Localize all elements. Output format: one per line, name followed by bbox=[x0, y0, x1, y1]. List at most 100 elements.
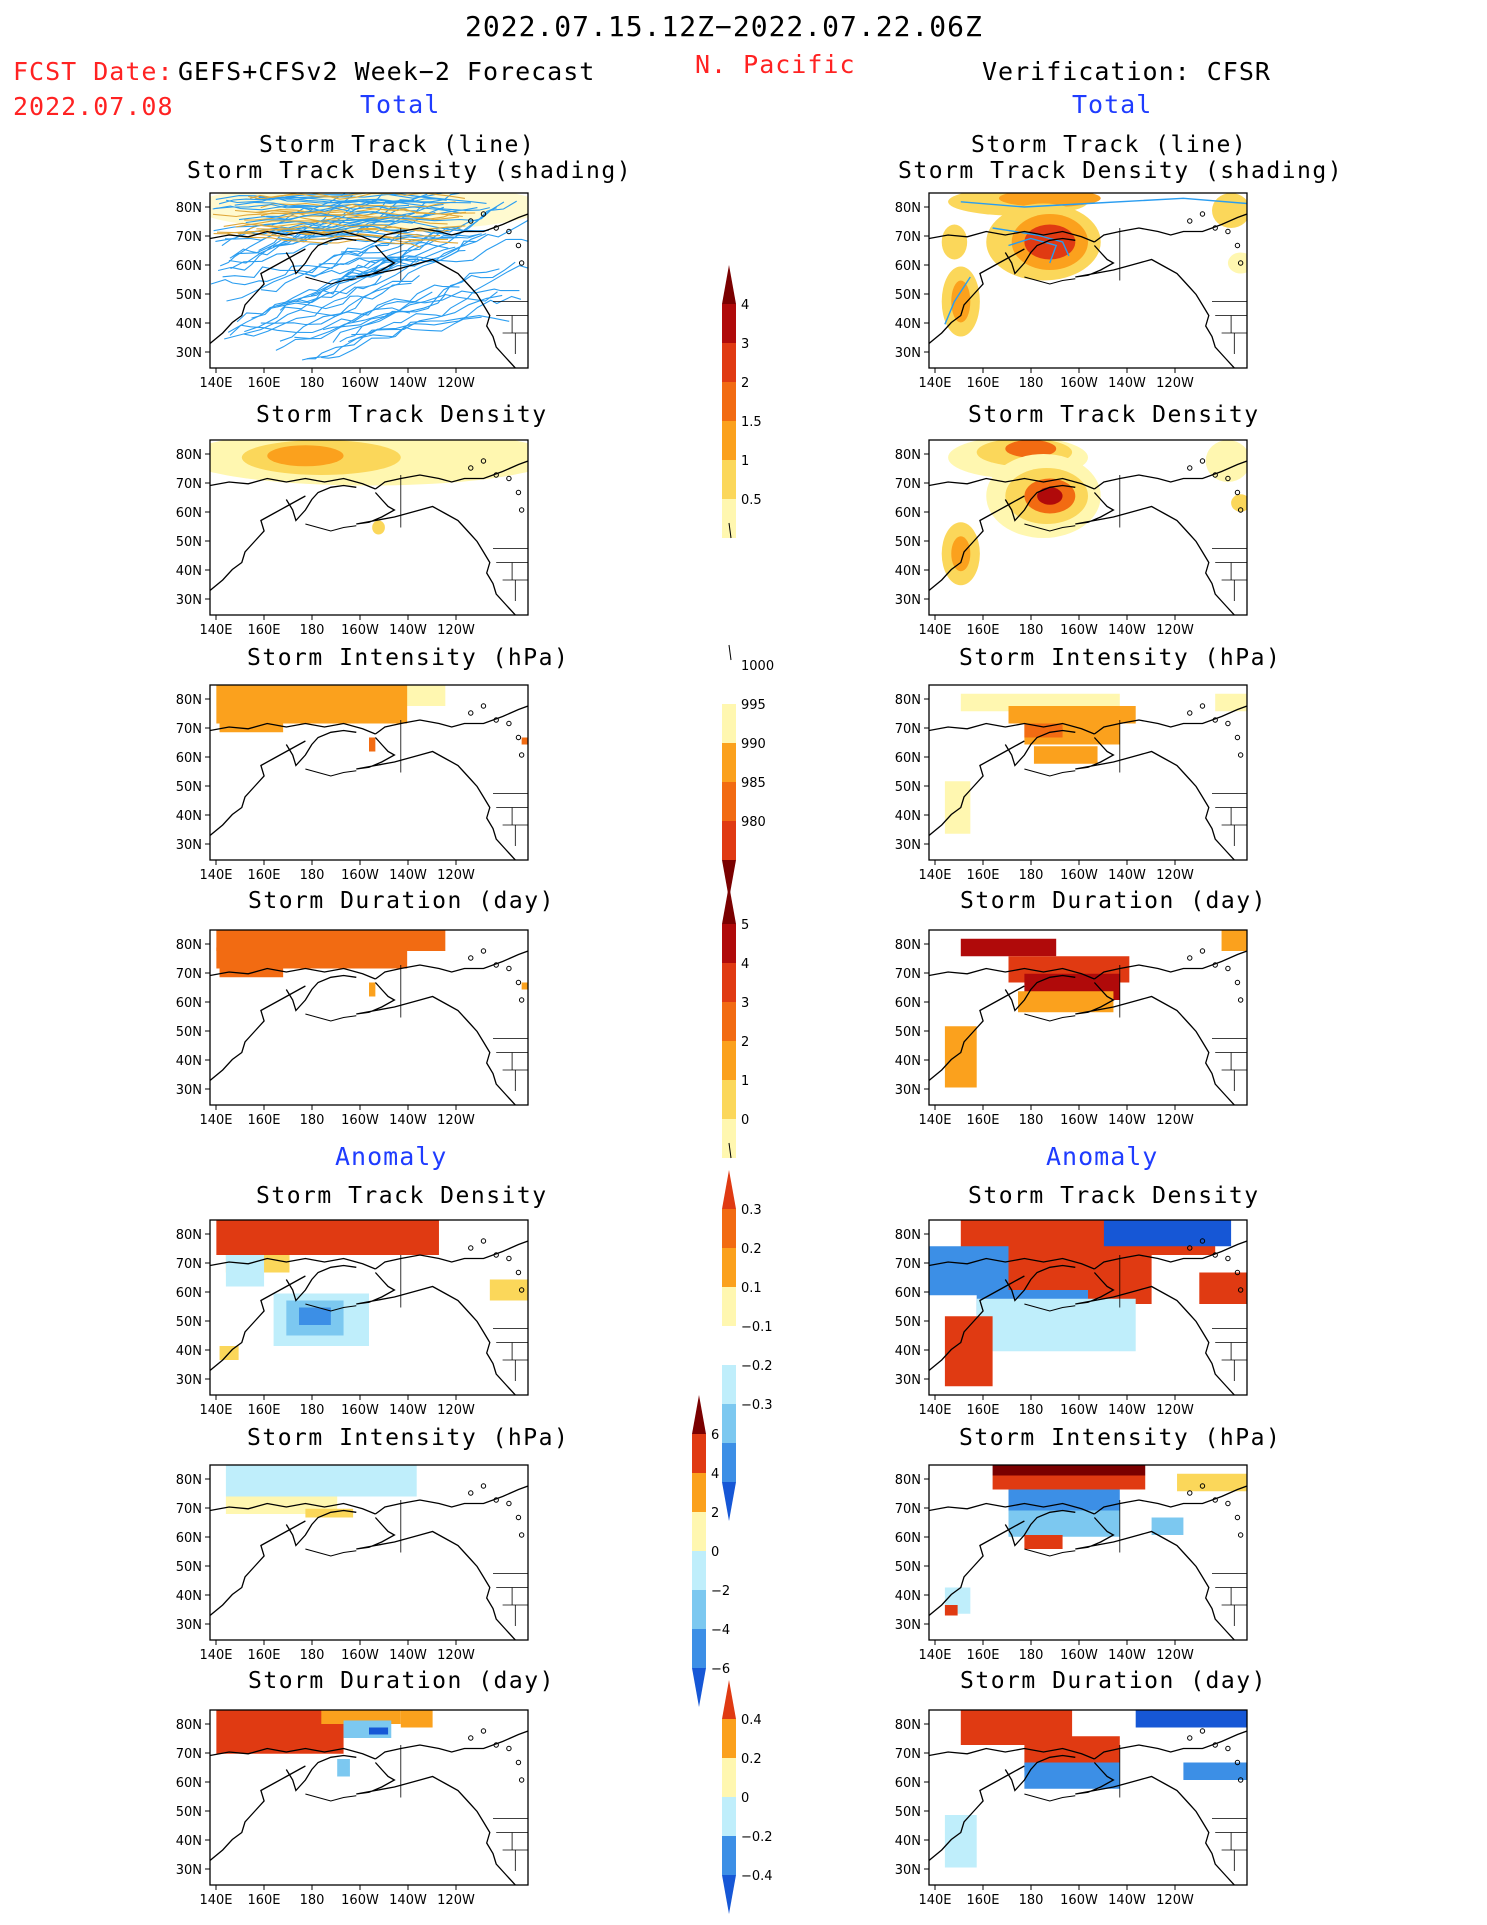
colorbar-label: 985 bbox=[741, 776, 766, 791]
colorbar-intensity: 1000 995 990 985 980 bbox=[722, 659, 774, 899]
colorbar-segment bbox=[692, 1629, 706, 1668]
colorbar-label: 3 bbox=[741, 337, 749, 352]
map-frame bbox=[209, 684, 529, 861]
lon-tick-label: 140W bbox=[389, 1893, 427, 1908]
island bbox=[468, 1735, 474, 1741]
shading-contour bbox=[372, 520, 385, 535]
map-shading bbox=[929, 1465, 1247, 1640]
lon-tick-label: 160W bbox=[341, 1403, 379, 1418]
panel-title: Storm Duration (day) bbox=[248, 1668, 555, 1694]
shading-contour bbox=[1205, 440, 1247, 482]
colorbar-label: 990 bbox=[741, 737, 766, 752]
coastline bbox=[1094, 1485, 1247, 1515]
colorbar-label: −0.2 bbox=[741, 1830, 773, 1845]
lat-tick-label: 60N bbox=[895, 1776, 921, 1791]
coastline bbox=[929, 967, 1095, 980]
lat-tick-label: 80N bbox=[176, 938, 202, 953]
colorbar-segment bbox=[722, 924, 736, 963]
map-shading bbox=[210, 193, 528, 368]
panel-title: Storm Intensity (hPa) bbox=[959, 645, 1282, 671]
colorbar-segment bbox=[722, 665, 736, 704]
map-frame bbox=[928, 439, 1248, 616]
coastline bbox=[356, 1517, 516, 1640]
map-panel: 80N 70N 60N 50N 40N 30N 140E 160E 180 160W 140W 120… bbox=[895, 1709, 1248, 1908]
lon-tick-label: 160E bbox=[966, 623, 999, 638]
shading-cell bbox=[944, 1316, 993, 1387]
lat-tick-label: 50N bbox=[895, 535, 921, 550]
lat-tick-label: 80N bbox=[176, 1228, 202, 1243]
lon-tick-label: 160W bbox=[1060, 1403, 1098, 1418]
storm-track-line bbox=[214, 203, 406, 217]
lat-tick-label: 30N bbox=[895, 593, 921, 608]
coastline bbox=[210, 985, 306, 1082]
coastline bbox=[929, 985, 1025, 1082]
colorbar-arrow bbox=[692, 1395, 706, 1434]
anomaly-label-right: Anomaly bbox=[1046, 1142, 1159, 1171]
panel-title: Storm Track Density bbox=[256, 1183, 548, 1209]
lon-tick-label: 120W bbox=[1156, 868, 1194, 883]
lon-tick-label: 180 bbox=[300, 376, 325, 391]
panel-title: Storm Duration (day) bbox=[960, 1668, 1267, 1694]
colorbar-edge bbox=[728, 644, 732, 661]
lat-tick-label: 50N bbox=[176, 1025, 202, 1040]
map-panel: 80N 70N 60N 50N 40N 30N 140E 160E 180 160W 140W 120… bbox=[895, 1219, 1248, 1418]
lon-tick-label: 160E bbox=[966, 1893, 999, 1908]
shading-cell bbox=[960, 938, 1057, 957]
island bbox=[506, 1500, 512, 1507]
colorbar-segment bbox=[692, 1551, 706, 1590]
coastline bbox=[1075, 737, 1235, 860]
map-shading bbox=[210, 1465, 528, 1640]
lat-tick-label: 80N bbox=[176, 201, 202, 216]
island bbox=[493, 225, 499, 231]
island bbox=[506, 720, 512, 727]
lat-tick-label: 40N bbox=[176, 1344, 202, 1359]
island bbox=[515, 1269, 522, 1276]
lon-tick-label: 140E bbox=[918, 868, 951, 883]
shading-contour bbox=[1212, 193, 1247, 228]
colorbar-segment bbox=[722, 821, 736, 860]
island bbox=[1225, 965, 1231, 972]
map-panel: 80N 70N 60N 50N 40N 30N 140E 160E 180 160W 140W 120… bbox=[176, 684, 529, 883]
storm-track-line bbox=[960, 197, 1247, 208]
island bbox=[1225, 228, 1231, 235]
lat-tick-label: 30N bbox=[895, 1618, 921, 1633]
shading-cell bbox=[1024, 1535, 1063, 1549]
lon-tick-label: 180 bbox=[1019, 1648, 1044, 1663]
panel-title: Storm Duration (day) bbox=[960, 888, 1267, 914]
colorbar-segment bbox=[722, 460, 736, 499]
colorbar-edge bbox=[728, 1142, 732, 1159]
colorbar-segment bbox=[722, 1080, 736, 1119]
lon-tick-label: 140W bbox=[1108, 1113, 1146, 1128]
island bbox=[493, 1742, 499, 1748]
lon-tick-label: 140W bbox=[1108, 868, 1146, 883]
lat-tick-label: 50N bbox=[895, 288, 921, 303]
lat-tick-label: 40N bbox=[176, 1054, 202, 1069]
colorbar-label: 0.1 bbox=[741, 1281, 762, 1296]
map-frame bbox=[928, 1219, 1248, 1396]
storm-track-line bbox=[234, 200, 471, 208]
colorbar-label: 0.2 bbox=[741, 1242, 762, 1257]
lat-tick-label: 80N bbox=[176, 693, 202, 708]
lat-tick-label: 70N bbox=[895, 1257, 921, 1272]
colorbar-segment bbox=[722, 963, 736, 1002]
coastline bbox=[210, 1275, 306, 1372]
map-shading bbox=[929, 930, 1247, 1105]
lon-tick-label: 180 bbox=[300, 1403, 325, 1418]
lat-tick-label: 70N bbox=[176, 1257, 202, 1272]
lon-tick-label: 160E bbox=[247, 1403, 280, 1418]
colorbar-segment bbox=[722, 1326, 736, 1365]
shading-cell bbox=[1018, 991, 1114, 1013]
shading-contour bbox=[1037, 487, 1063, 505]
lat-tick-label: 30N bbox=[176, 1863, 202, 1878]
coastline bbox=[210, 740, 306, 837]
lat-tick-label: 70N bbox=[176, 967, 202, 982]
lon-tick-label: 140W bbox=[389, 1403, 427, 1418]
lon-tick-label: 180 bbox=[300, 1893, 325, 1908]
map-panel: 80N 70N 60N 50N 40N 30N 140E 160E 180 160W 140W 120… bbox=[176, 439, 529, 638]
shading-cell bbox=[337, 1759, 350, 1777]
map-shading bbox=[210, 930, 528, 1105]
storm-track-line bbox=[243, 257, 419, 337]
coastline bbox=[285, 1754, 357, 1792]
island bbox=[1225, 1500, 1231, 1507]
shading-cell bbox=[1008, 706, 1136, 724]
